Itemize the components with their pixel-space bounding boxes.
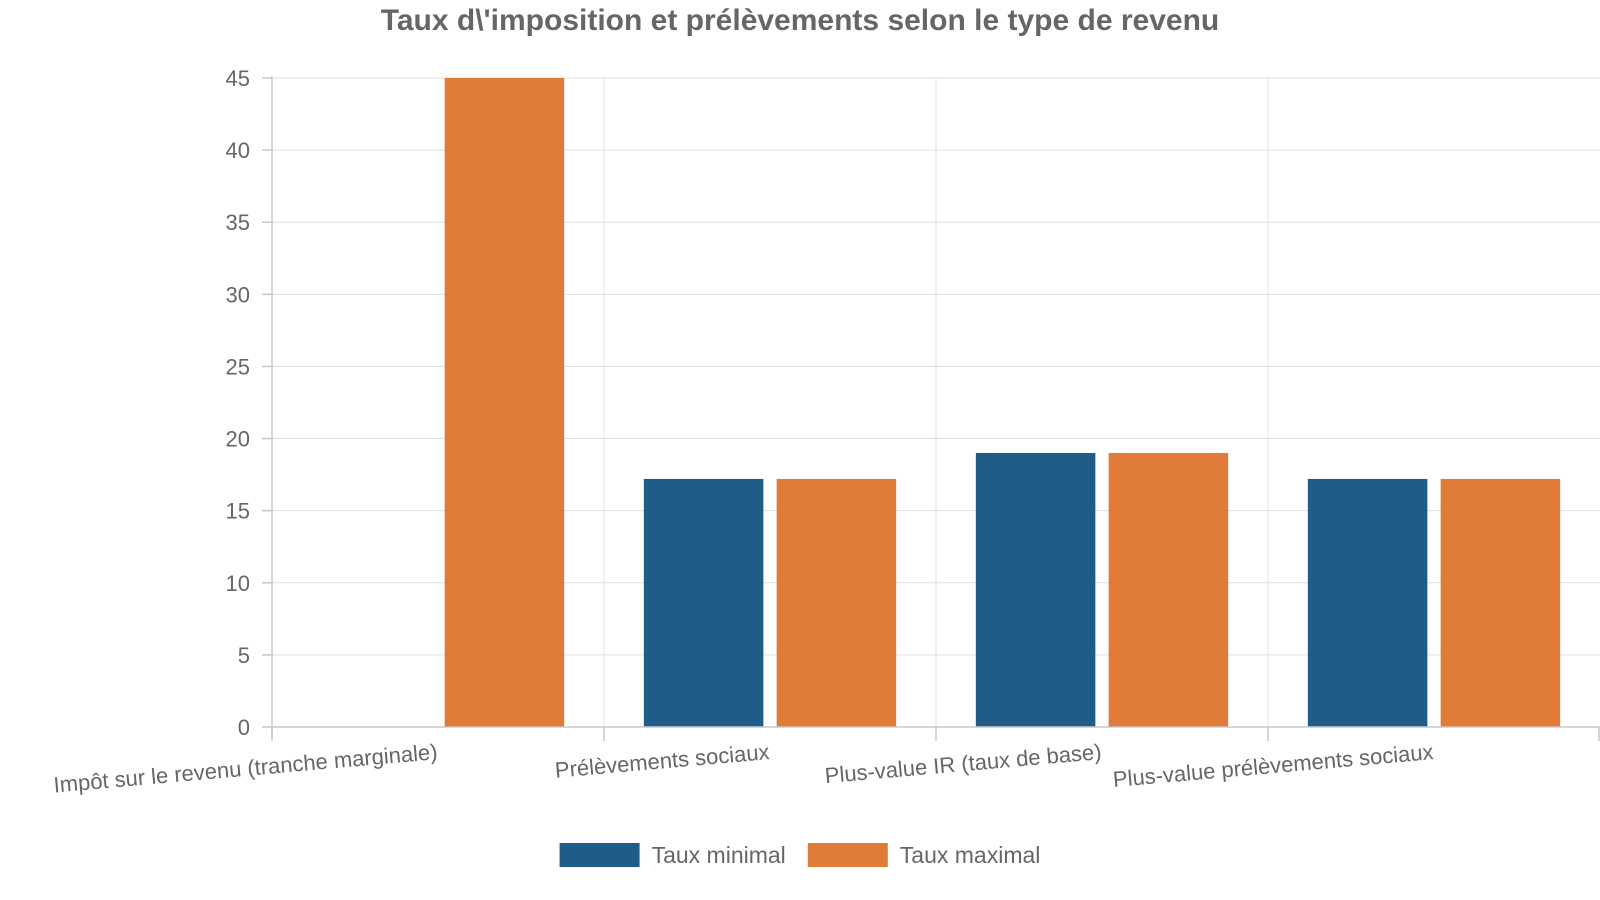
bar-taux-minimal: [975, 452, 1096, 727]
y-axis-ticks: 0 5 10 15 20 25 30 35 40 45: [226, 66, 250, 740]
legend-label-taux-maximal: Taux maximal: [900, 842, 1041, 868]
chart-title: Taux d\'imposition et prélèvements selon…: [381, 4, 1219, 37]
y-tick-label: 10: [226, 571, 250, 596]
bar-taux-maximal: [776, 478, 897, 727]
bar-taux-maximal: [1108, 452, 1229, 727]
legend-label-taux-minimal: Taux minimal: [652, 842, 786, 868]
x-category-label: Plus-value prélèvements sociaux: [1112, 739, 1435, 792]
x-category-label: Prélèvements sociaux: [554, 739, 771, 783]
y-tick-label: 5: [238, 643, 250, 668]
bar-taux-minimal: [643, 478, 764, 727]
x-category-label: Plus-value IR (taux de base): [824, 739, 1103, 788]
x-category-label: Impôt sur le revenu (tranche marginale): [53, 739, 439, 797]
y-tick-label: 15: [226, 499, 250, 524]
bars: [444, 78, 1561, 727]
y-tick-label: 45: [226, 66, 250, 91]
y-tick-label: 25: [226, 354, 250, 379]
bar-taux-maximal: [444, 78, 565, 727]
legend-swatch-taux-maximal: [807, 843, 888, 867]
legend: Taux minimal Taux maximal: [559, 842, 1041, 868]
axes: [262, 76, 1600, 741]
bar-taux-minimal: [1307, 478, 1428, 727]
y-tick-label: 40: [226, 138, 250, 163]
y-tick-label: 20: [226, 427, 250, 452]
x-axis-categories: Impôt sur le revenu (tranche marginale) P…: [53, 739, 1435, 797]
bar-taux-maximal: [1440, 478, 1561, 727]
y-tick-label: 30: [226, 282, 250, 307]
y-tick-label: 0: [238, 715, 250, 740]
y-tick-label: 35: [226, 210, 250, 235]
legend-swatch-taux-minimal: [559, 843, 640, 867]
